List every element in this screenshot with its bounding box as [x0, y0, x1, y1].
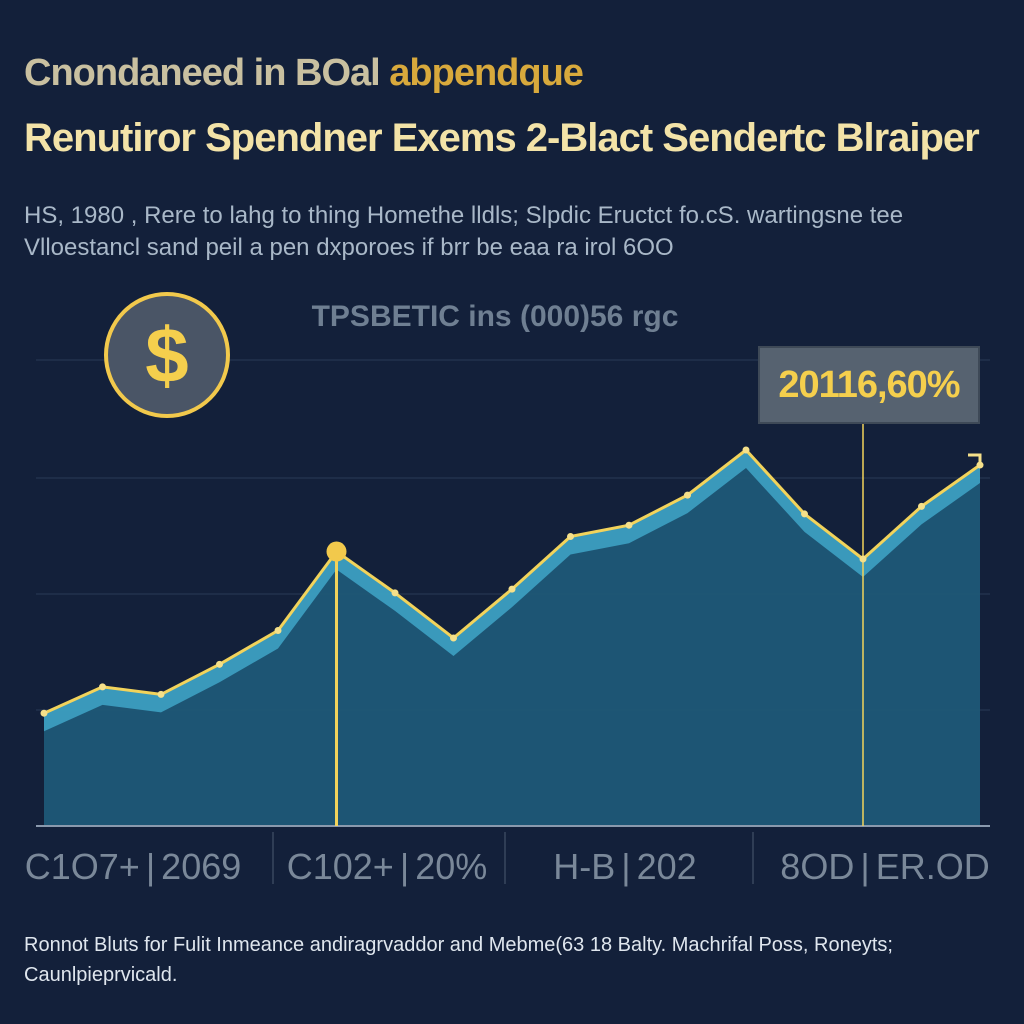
x-tick-label-right: 202 — [636, 846, 697, 887]
chart-description: HS, 1980 , Rere to lahg to thing Homethe… — [24, 202, 904, 261]
x-tick-divider: | — [860, 846, 870, 887]
chart-kicker: Cnondaneed in BOal abpendque — [24, 52, 584, 95]
data-point — [625, 521, 633, 529]
x-tick-label-right: 20% — [415, 846, 488, 887]
x-tick-label-left: C102+ — [286, 846, 394, 887]
data-point — [391, 589, 399, 597]
x-separator — [752, 832, 754, 884]
data-point — [801, 510, 808, 518]
data-point — [99, 683, 106, 691]
x-tick-label-left: C1O7+ — [24, 846, 140, 887]
x-tick-divider: | — [399, 846, 410, 887]
x-tick-label: C1O7+ | 2069 — [18, 842, 248, 892]
x-tick-label: C102+ | 20% — [282, 842, 492, 892]
data-point — [274, 626, 282, 634]
data-point — [859, 555, 867, 563]
kicker-part-1: Cnondaneed in BOal — [24, 52, 381, 94]
data-point — [567, 532, 574, 540]
series-area — [44, 450, 980, 826]
x-tick-label: 8OD | ER.OD — [770, 842, 1000, 892]
x-tick-label-right: 2069 — [161, 846, 242, 887]
data-point — [40, 709, 48, 717]
x-separator — [272, 832, 274, 884]
data-point — [684, 491, 691, 499]
x-tick-label-left: H-B — [553, 846, 616, 887]
kicker-part-2: abpendque — [389, 52, 584, 94]
x-tick-label-right: ER.OD — [875, 846, 990, 887]
chart-headline: Renutiror Spendner Exems 2-Blact Sendert… — [24, 116, 980, 160]
data-point — [157, 690, 165, 698]
x-tick-label-left: 8OD — [780, 846, 855, 887]
data-point — [216, 660, 223, 668]
data-point — [326, 541, 347, 562]
data-point — [742, 446, 750, 454]
x-tick-divider: | — [145, 846, 156, 887]
x-tick-label: H-B | 202 — [520, 842, 730, 892]
data-point — [918, 502, 925, 510]
x-tick-divider: | — [621, 846, 631, 887]
x-separator — [504, 832, 506, 884]
data-point — [450, 634, 457, 642]
value-callout: 20116,60% — [758, 346, 980, 424]
data-point — [508, 585, 516, 593]
chart-footnote: Ronnot Bluts for Fulit Inmeance andiragr… — [24, 934, 893, 986]
dollar-icon: $ — [104, 292, 230, 418]
trend-arrow-icon — [968, 453, 982, 466]
chart-title: TPSBETIC ins (000)56 rgc — [311, 300, 679, 333]
dollar-glyph: $ — [145, 311, 189, 399]
